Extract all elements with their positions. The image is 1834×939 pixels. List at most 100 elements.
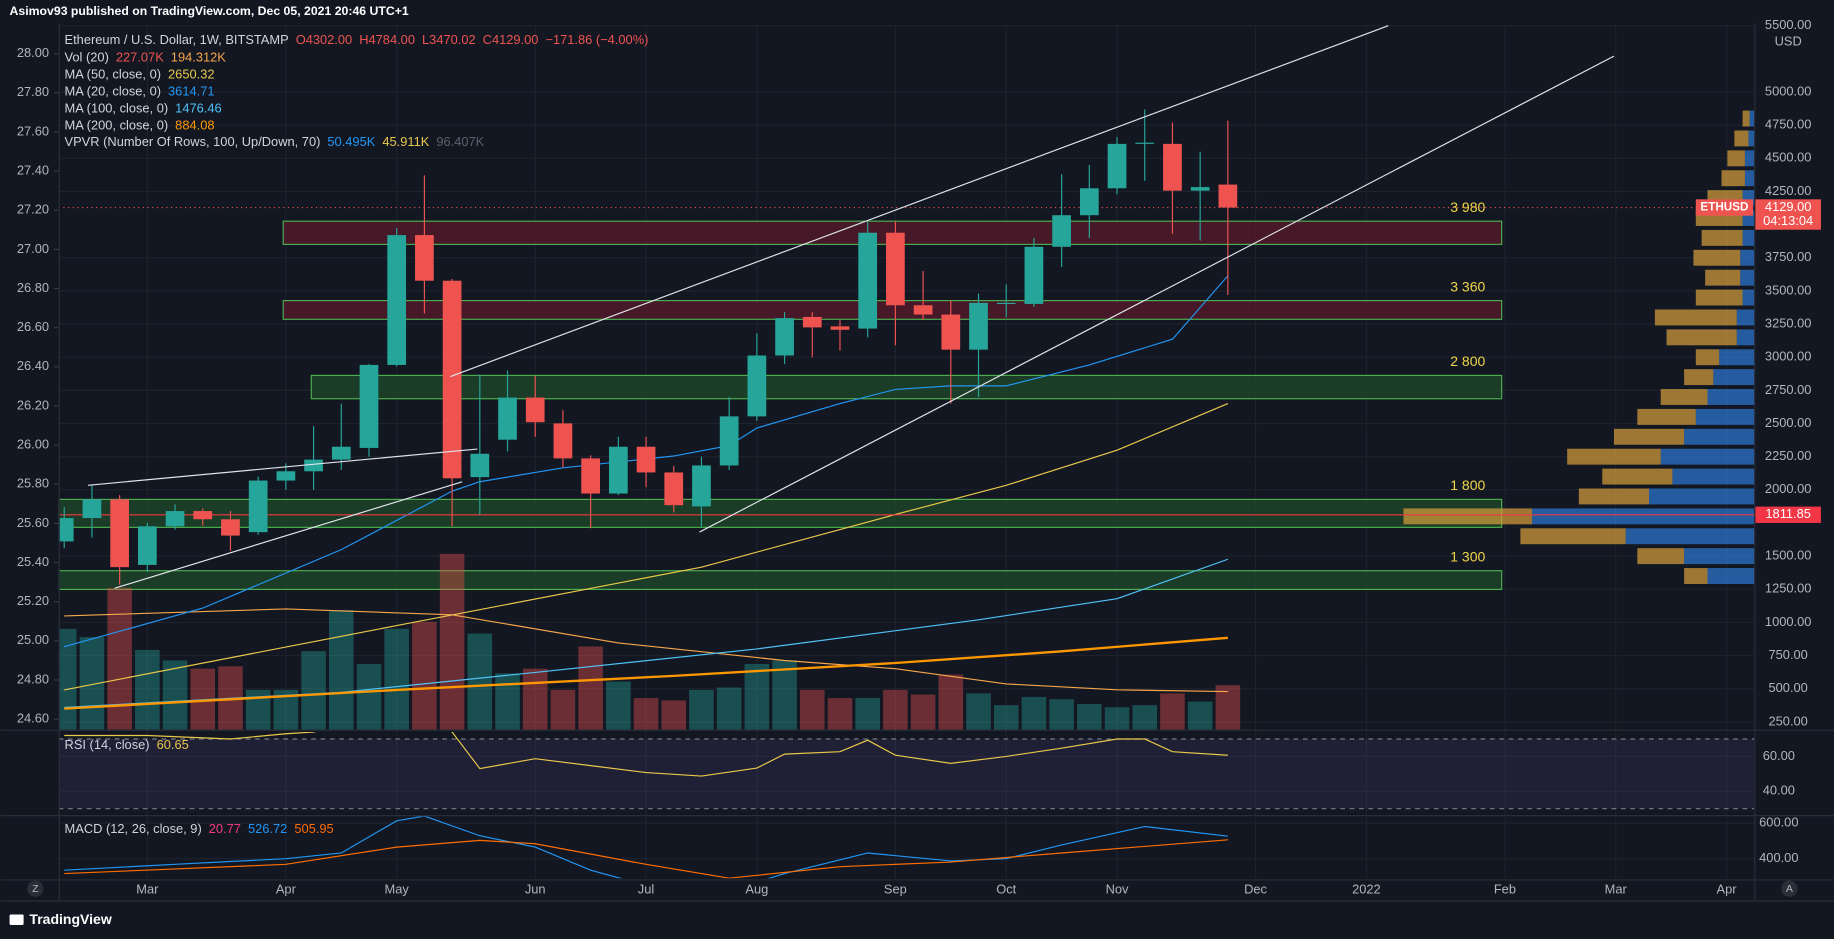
legend-item: Ethereum / U.S. Dollar, 1W, BITSTAMP [65,32,289,47]
candle-body [415,235,434,281]
x-tick-label: Jun [525,881,546,896]
volume-bar [938,674,964,730]
candles [58,109,1238,585]
candle-body [581,458,600,494]
legend-item: MA (100, close, 0) [65,101,169,116]
candle-body [1135,142,1155,144]
pane-lines [64,732,1228,777]
symbol-label: ETHUSD [1700,201,1748,214]
trend-line [114,481,463,589]
vp-up [1713,369,1755,386]
volume [58,553,1241,730]
volume-bar [439,553,465,730]
price-box [1755,199,1821,230]
candle-body [802,316,822,328]
y-tick-label: 5000.00 [1765,83,1811,98]
candle-body [58,518,74,542]
countdown-label: 04:13:04 [1763,213,1813,228]
legend-item: 194.312K [171,50,226,65]
vp-down [1705,269,1741,286]
volume-bar [716,687,742,730]
vp-up [1740,269,1755,286]
candle-body [969,302,988,350]
vp-up [1740,249,1755,266]
vp-up [1707,568,1755,584]
pane-lines [64,816,1228,879]
y2-tick-label: 26.60 [17,319,49,334]
legend-line: VPVR (Number Of Rows, 100, Up/Down, 70) 5… [65,135,485,150]
footer-logo [9,914,24,925]
vp-up [1744,170,1755,187]
y-tick-label: 2750.00 [1765,382,1811,397]
volume-profile [1403,110,1755,584]
x-tick-label: Mar [1605,881,1628,896]
volume-bar [301,651,326,730]
volume-bar [162,660,188,730]
volume-bar [1215,685,1241,730]
volume-bar [135,650,160,730]
y-tick-label: 1250.00 [1765,581,1811,596]
legend-item: 884.08 [175,118,214,133]
y-tick-label: 3000.00 [1765,349,1811,364]
vp-up [1736,309,1755,326]
vp-down [1666,329,1737,346]
y2-tick-label: 26.00 [17,437,49,452]
legend-item: MA (200, close, 0) [65,118,169,133]
y-tick-label: 1500.00 [1765,548,1811,563]
volume-bar [550,689,576,730]
y-tick-label: 4500.00 [1765,150,1811,165]
y-tick-label: 2250.00 [1765,448,1811,463]
y-tick-label: 600.00 [1759,815,1798,830]
legend-item: 505.95 [294,822,333,837]
pane-separators [0,23,1834,902]
candle-body [165,511,185,527]
y-tick-label: 500.00 [1769,680,1808,695]
candle-body [775,318,794,356]
rsi-band [58,738,1755,809]
vp-up [1532,508,1755,525]
volume-bar [689,689,714,730]
legend-line: MA (50, close, 0) 2650.32 [65,67,215,82]
legend-item: RSI (14, close) [65,737,150,752]
y2-tick-label: 25.80 [17,476,49,491]
volume-bar [606,681,631,730]
auto-scale-label[interactable]: A [1786,883,1793,895]
vp-down [1654,309,1737,326]
y2-tick-label: 26.80 [17,280,49,295]
zone [58,498,1503,528]
auto-scale-button[interactable] [1781,880,1798,897]
x-tick-label: Oct [996,881,1016,896]
legend-item: H4784.00 [359,32,415,47]
vp-down [1520,528,1626,545]
candle-body [82,499,102,519]
vp-up [1684,428,1755,445]
vp-down [1637,408,1696,425]
vp-up [1625,528,1755,545]
labels: Mar Apr May Jun Jul Aug Sep Oct Nov Dec 2022 Feb Mar… [17,17,1821,896]
zoom-button-label[interactable]: Z [32,883,39,895]
candle-body [221,519,240,536]
candle-body [1107,143,1127,189]
vp-down [1602,468,1673,485]
trend-line [450,25,1389,378]
volume-bar [578,646,603,730]
volume-bar [356,663,382,730]
zoom-button[interactable] [27,880,44,897]
y2-tick-label: 27.60 [17,123,49,138]
legend-item: 1476.46 [175,101,221,116]
legend-line: Ethereum / U.S. Dollar, 1W, BITSTAMP O430… [65,32,649,47]
legend-item: MACD (12, 26, close, 9) [65,822,202,837]
y-tick-label: 3250.00 [1765,315,1811,330]
legend-item: 3614.71 [168,84,214,99]
volume-bar [772,660,797,730]
legend-item: 227.07K [116,50,164,65]
legend-item: MA (50, close, 0) [65,67,161,82]
volume-bar [329,610,354,730]
volume-bar [910,694,936,730]
volume-bar [1160,693,1185,730]
volume-bar [661,700,687,730]
vp-down [1721,170,1745,187]
logo-icon [9,914,24,925]
vp-up [1742,210,1755,226]
